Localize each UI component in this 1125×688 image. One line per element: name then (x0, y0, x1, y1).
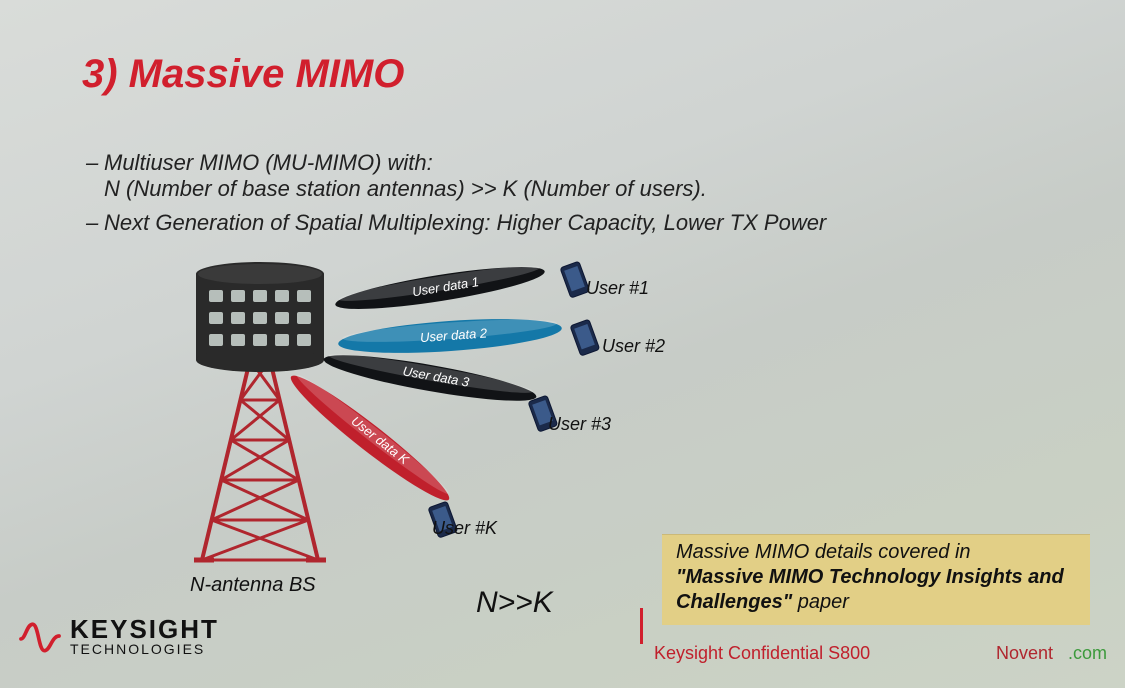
user-k-label: User #K (432, 518, 497, 539)
slide: { "title": { "text": "3) Massive MIMO", … (0, 0, 1125, 688)
keysight-wave-icon (18, 614, 62, 658)
footer-confidential: Keysight Confidential S800 (654, 643, 870, 664)
bullet-1-line-2: N (Number of base station antennas) >> K… (104, 176, 707, 201)
footer-watermark-red: Novent (996, 643, 1053, 664)
bullet-2-line-1: Next Generation of Spatial Multiplexing:… (104, 210, 826, 235)
logo-line-1: KEYSIGHT (70, 616, 219, 642)
footer-divider (640, 608, 643, 644)
keysight-logo-text: KEYSIGHT TECHNOLOGIES (70, 616, 219, 656)
note-bold: "Massive MIMO Technology Insights and Ch… (676, 566, 1064, 613)
keysight-logo: KEYSIGHT TECHNOLOGIES (18, 614, 219, 658)
bullet-2: –Next Generation of Spatial Multiplexing… (86, 210, 826, 236)
n-greater-k-label: N>>K (476, 586, 553, 620)
bullet-1: –Multiuser MIMO (MU-MIMO) with: N (Numbe… (86, 150, 707, 202)
slide-title: 3) Massive MIMO (82, 52, 404, 97)
bullet-1-line-1: Multiuser MIMO (MU-MIMO) with: (104, 150, 433, 175)
logo-line-2: TECHNOLOGIES (70, 642, 219, 656)
user-1-label: User #1 (586, 278, 649, 299)
user-2-label: User #2 (602, 336, 665, 357)
footer-watermark-green: .com (1068, 643, 1107, 664)
basestation-head-icon (196, 262, 324, 372)
beams-group: User data 1User data 2User data 3User da… (283, 259, 563, 510)
bs-antenna-label: N-antenna BS (190, 574, 316, 597)
note-pre: Massive MIMO details covered in (676, 541, 971, 563)
user-3-label: User #3 (548, 414, 611, 435)
reference-note: Massive MIMO details covered in "Massive… (662, 534, 1090, 625)
note-post: paper (792, 591, 849, 613)
